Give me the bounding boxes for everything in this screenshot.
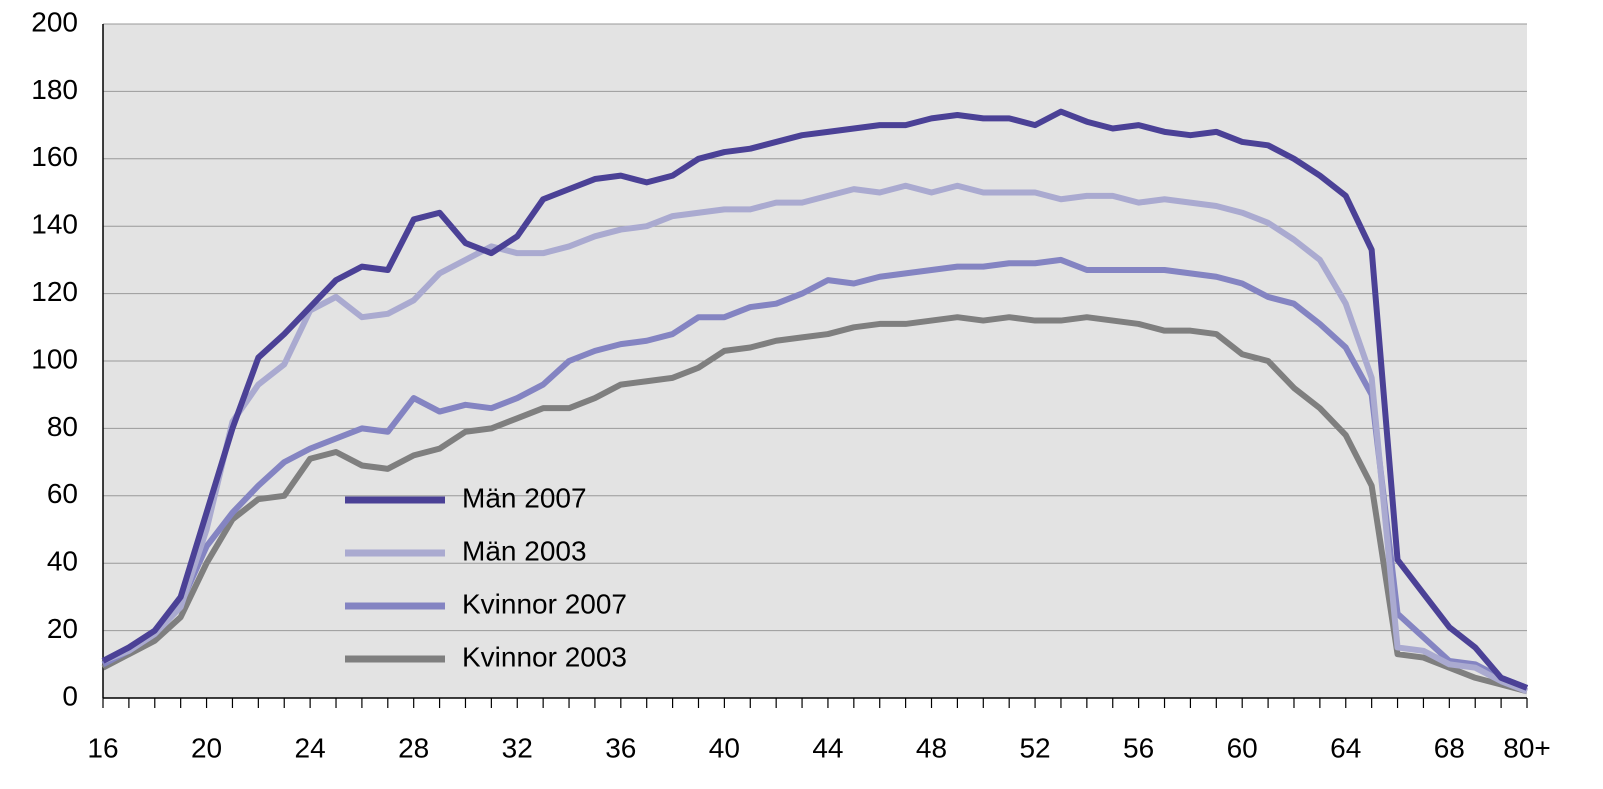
x-tick-label: 32: [502, 732, 533, 763]
x-tick-label: 40: [709, 732, 740, 763]
y-tick-label: 180: [31, 74, 78, 105]
y-tick-label: 20: [47, 613, 78, 644]
y-tick-label: 40: [47, 546, 78, 577]
y-tick-label: 80: [47, 411, 78, 442]
x-tick-label: 80+: [1503, 732, 1551, 763]
legend-label: Kvinnor 2007: [462, 588, 627, 619]
series-line: [101, 314, 1528, 695]
x-tick-label: 64: [1330, 732, 1361, 763]
y-tick-label: 60: [47, 478, 78, 509]
series-line: [101, 182, 1529, 695]
y-tick-label: 140: [31, 209, 78, 240]
x-tick-label: 36: [605, 732, 636, 763]
legend-label: Kvinnor 2003: [462, 641, 627, 672]
series-line: [101, 256, 1529, 691]
x-tick-label: 52: [1019, 732, 1050, 763]
series-line: [101, 108, 1529, 691]
y-tick-label: 0: [62, 680, 78, 711]
y-tick-label: 200: [31, 6, 78, 37]
legend-label: Män 2003: [462, 535, 587, 566]
x-tick-label: 28: [398, 732, 429, 763]
x-tick-label: 16: [87, 732, 118, 763]
y-tick-label: 120: [31, 276, 78, 307]
x-tick-label: 60: [1227, 732, 1258, 763]
x-tick-label: 44: [812, 732, 843, 763]
y-tick-label: 100: [31, 343, 78, 374]
legend-label: Män 2007: [462, 482, 587, 513]
x-tick-label: 48: [916, 732, 947, 763]
y-tick-label: 160: [31, 141, 78, 172]
x-tick-label: 20: [191, 732, 222, 763]
x-tick-label: 56: [1123, 732, 1154, 763]
x-tick-label: 68: [1434, 732, 1465, 763]
x-tick-label: 24: [295, 732, 326, 763]
